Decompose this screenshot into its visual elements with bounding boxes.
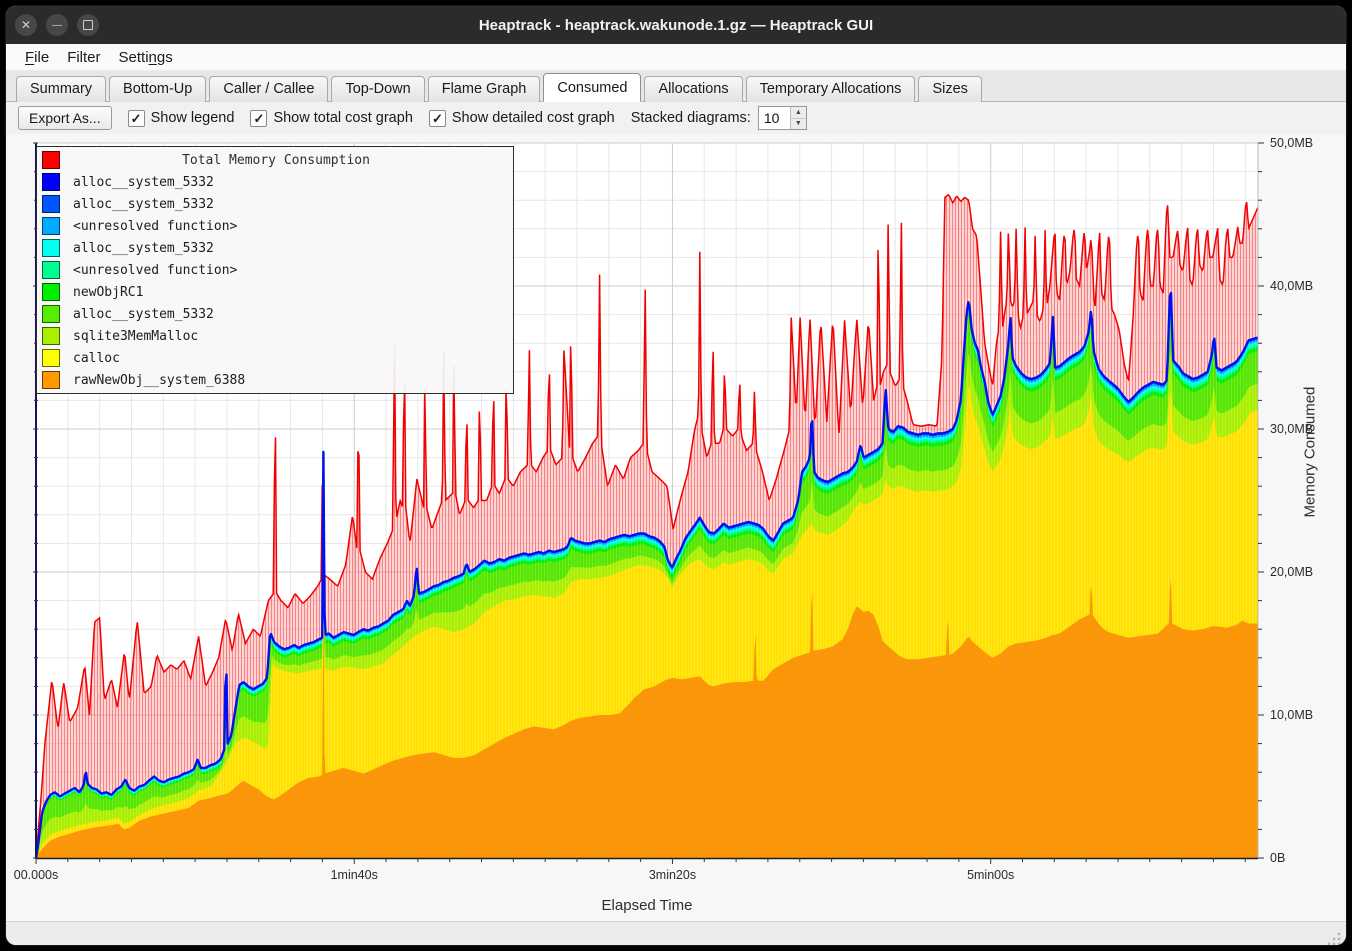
legend-item-label: sqlite3MemMalloc xyxy=(73,329,198,344)
legend-item-label: alloc__system_5332 xyxy=(73,241,214,256)
spinner-value[interactable]: 10 xyxy=(759,107,790,129)
legend-swatch xyxy=(42,283,60,301)
legend-swatch xyxy=(42,349,60,367)
title-bar[interactable]: ✕ — Heaptrack - heaptrack.wakunode.1.gz … xyxy=(6,6,1346,44)
tab-temporary-allocations[interactable]: Temporary Allocations xyxy=(746,76,916,102)
y-tick-label: 50,0MB xyxy=(1270,136,1313,150)
spinner-buttons: ▲ ▼ xyxy=(790,107,806,129)
checkbox-box[interactable]: ✓ xyxy=(250,110,267,127)
legend-item: alloc__system_5332 xyxy=(40,171,510,193)
legend-item: <unresolved function> xyxy=(40,259,510,281)
status-bar xyxy=(6,921,1346,945)
tab-flame-graph[interactable]: Flame Graph xyxy=(428,76,541,102)
menu-bar: FileFilterSettings xyxy=(6,44,1346,71)
export-as-button[interactable]: Export As... xyxy=(18,106,112,130)
legend-item-label: rawNewObj__system_6388 xyxy=(73,373,245,388)
legend-swatch xyxy=(42,195,60,213)
tab-bar: SummaryBottom-UpCaller / CalleeTop-DownF… xyxy=(6,71,1346,102)
legend-item-label: <unresolved function> xyxy=(73,219,237,234)
maximize-square xyxy=(83,20,93,30)
spinner-down-icon[interactable]: ▼ xyxy=(791,119,806,130)
legend-item: alloc__system_5332 xyxy=(40,237,510,259)
menu-settings[interactable]: Settings xyxy=(110,47,182,68)
y-tick-label: 0B xyxy=(1270,851,1285,865)
y-tick-label: 20,0MB xyxy=(1270,565,1313,579)
consumed-chart[interactable]: 00.000s 1min40s 3min20s 5min00s 0B 10,0MB 20,0… xyxy=(6,134,1346,921)
x-tick-label: 00.000s xyxy=(14,868,58,882)
x-tick-label: 5min00s xyxy=(967,868,1014,882)
y-tick-label: 40,0MB xyxy=(1270,279,1313,293)
spinner-up-icon[interactable]: ▲ xyxy=(791,107,806,119)
tab-sizes[interactable]: Sizes xyxy=(918,76,981,102)
checkbox-show-detailed-cost-graph[interactable]: ✓ Show detailed cost graph xyxy=(429,110,615,127)
checkbox-box[interactable]: ✓ xyxy=(429,110,446,127)
legend-item: newObjRC1 xyxy=(40,281,510,303)
stacked-diagrams-spinner[interactable]: 10 ▲ ▼ xyxy=(758,106,807,130)
x-tick-label: 1min40s xyxy=(331,868,378,882)
legend-item-label: alloc__system_5332 xyxy=(73,175,214,190)
tab-caller-callee[interactable]: Caller / Callee xyxy=(209,76,328,102)
app-window: ✕ — Heaptrack - heaptrack.wakunode.1.gz … xyxy=(6,6,1346,945)
y-tick-label: 10,0MB xyxy=(1270,708,1313,722)
legend-item-label: alloc__system_5332 xyxy=(73,307,214,322)
checkbox-label: Show total cost graph xyxy=(273,110,412,126)
tab-consumed[interactable]: Consumed xyxy=(543,73,641,102)
legend-swatch xyxy=(42,217,60,235)
legend-item-label: alloc__system_5332 xyxy=(73,197,214,212)
x-tick-label: 3min20s xyxy=(649,868,696,882)
menu-file[interactable]: File xyxy=(16,47,58,68)
legend-swatch xyxy=(42,327,60,345)
legend-swatch xyxy=(42,371,60,389)
checkbox-label: Show legend xyxy=(151,110,235,126)
chart-legend: Total Memory Consumption alloc__system_53… xyxy=(36,146,514,394)
legend-title-row: Total Memory Consumption xyxy=(40,149,510,171)
legend-swatch xyxy=(42,305,60,323)
legend-item: alloc__system_5332 xyxy=(40,303,510,325)
legend-item-label: <unresolved function> xyxy=(73,263,237,278)
legend-item: sqlite3MemMalloc xyxy=(40,325,510,347)
tab-bottom-up[interactable]: Bottom-Up xyxy=(109,76,206,102)
resize-grip[interactable] xyxy=(1328,931,1342,945)
legend-swatch xyxy=(42,151,60,169)
checkbox-show-legend[interactable]: ✓ Show legend xyxy=(128,110,235,127)
tab-top-down[interactable]: Top-Down xyxy=(331,76,424,102)
legend-item: rawNewObj__system_6388 xyxy=(40,369,510,391)
legend-item-label: calloc xyxy=(73,351,120,366)
minimize-icon[interactable]: — xyxy=(46,14,68,36)
menu-filter[interactable]: Filter xyxy=(58,47,109,68)
checkbox-show-total-cost-graph[interactable]: ✓ Show total cost graph xyxy=(250,110,412,127)
x-axis-title: Elapsed Time xyxy=(6,897,1288,914)
y-axis-title: Memory Consumed xyxy=(1302,478,1319,518)
tab-allocations[interactable]: Allocations xyxy=(644,76,742,102)
legend-item: alloc__system_5332 xyxy=(40,193,510,215)
stacked-diagrams-group: Stacked diagrams: 10 ▲ ▼ xyxy=(631,106,807,130)
legend-swatch xyxy=(42,261,60,279)
checkbox-group: ✓ Show legend ✓ Show total cost graph ✓ Show … xyxy=(128,110,615,127)
legend-item: calloc xyxy=(40,347,510,369)
legend-item: <unresolved function> xyxy=(40,215,510,237)
tab-summary[interactable]: Summary xyxy=(16,76,106,102)
maximize-icon[interactable] xyxy=(77,14,99,36)
checkbox-label: Show detailed cost graph xyxy=(452,110,615,126)
window-title: Heaptrack - heaptrack.wakunode.1.gz — He… xyxy=(6,17,1346,34)
legend-title: Total Memory Consumption xyxy=(60,153,492,168)
legend-swatch xyxy=(42,173,60,191)
stacked-diagrams-label: Stacked diagrams: xyxy=(631,110,751,126)
checkbox-box[interactable]: ✓ xyxy=(128,110,145,127)
legend-item-label: newObjRC1 xyxy=(73,285,143,300)
legend-swatch xyxy=(42,239,60,257)
close-icon[interactable]: ✕ xyxy=(15,14,37,36)
toolbar: Export As... ✓ Show legend ✓ Show total cos… xyxy=(6,102,1346,134)
